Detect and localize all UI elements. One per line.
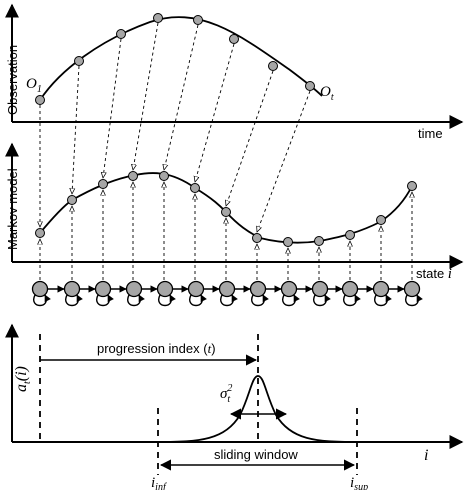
i-inf-label: iinf: [151, 475, 167, 490]
markov-axis-label: Markov model: [5, 168, 20, 250]
observation-axis-label: Observation: [5, 45, 20, 115]
markov-state-point: [376, 215, 386, 225]
markov-state-point: [159, 171, 169, 181]
observation-point: [74, 56, 84, 66]
hidden-state-node: [125, 280, 143, 298]
hidden-state-node: [63, 280, 81, 298]
hidden-state-node: [156, 280, 174, 298]
observation-to-state-link: [72, 65, 80, 194]
markov-state-point: [314, 236, 324, 246]
markov-state-point: [345, 230, 355, 240]
self-transition-loop: [33, 294, 51, 307]
markov-points: [35, 171, 417, 247]
self-transition-loop: [220, 294, 238, 307]
markov-state-point: [35, 228, 45, 238]
projection-lines: [40, 22, 412, 280]
hidden-state-node: [218, 280, 236, 298]
observation-point: [229, 34, 239, 44]
self-transition-loop: [374, 294, 392, 307]
hidden-state-node: [187, 280, 205, 298]
self-transition-loop: [343, 294, 361, 307]
sigma-label: σ2 t: [220, 383, 232, 405]
hidden-state-node: [403, 280, 421, 298]
observation-to-state-link: [195, 43, 235, 182]
window-panel: at(i) i progression index (t) σ2 t slidin…: [4, 323, 464, 490]
time-axis-label: time: [418, 126, 443, 141]
observation-to-state-link: [226, 70, 274, 206]
markov-state-point: [190, 183, 200, 193]
observation-point: [193, 15, 203, 25]
hidden-state-node: [311, 280, 329, 298]
markov-state-point: [98, 179, 108, 189]
markov-state-point: [252, 233, 262, 243]
sliding-window-label: sliding window: [214, 447, 298, 462]
self-transition-loop: [405, 294, 423, 307]
observation-to-state-link: [103, 38, 122, 178]
self-transition-loop: [251, 294, 269, 307]
observation-points: [35, 13, 315, 105]
progression-index-label: progression index (t): [97, 341, 216, 356]
window-y-axis-label: at(i): [13, 366, 33, 392]
hidden-state-node: [94, 280, 112, 298]
observation-point: [35, 95, 45, 105]
observation-to-state-link: [133, 22, 159, 170]
observation-to-state-link: [164, 24, 199, 170]
i-sup-label: isup: [350, 475, 368, 490]
hidden-state-node: [341, 280, 359, 298]
observation-to-state-link: [257, 90, 311, 232]
markov-state-point: [128, 171, 138, 181]
hidden-state-node: [372, 280, 390, 298]
self-transition-loop: [313, 294, 331, 307]
hidden-state-node: [31, 280, 49, 298]
observation-panel: Observation time O1 Ot: [4, 3, 464, 141]
markov-state-point: [407, 181, 417, 191]
markov-state-point: [67, 195, 77, 205]
first-observation-label: O1: [26, 76, 42, 95]
self-transition-loop: [189, 294, 207, 307]
markov-state-point: [221, 207, 231, 217]
observation-point: [153, 13, 163, 23]
self-transition-loop: [65, 294, 83, 307]
hidden-state-node: [249, 280, 267, 298]
hidden-state-node: [280, 280, 298, 298]
self-transition-loop: [127, 294, 145, 307]
state-axis-label: state i: [416, 266, 452, 282]
observation-point: [305, 81, 315, 91]
state-chain: [31, 280, 423, 307]
self-transition-loop: [96, 294, 114, 307]
last-observation-label: Ot: [320, 84, 334, 103]
markov-panel: Markov model state i: [4, 142, 464, 282]
observation-point: [116, 29, 126, 39]
markov-state-point: [283, 237, 293, 247]
self-transition-loop: [282, 294, 300, 307]
window-x-axis-label: i: [424, 447, 428, 464]
window-gaussian-curve: [157, 375, 358, 443]
observation-point: [268, 61, 278, 71]
self-transition-loop: [158, 294, 176, 307]
